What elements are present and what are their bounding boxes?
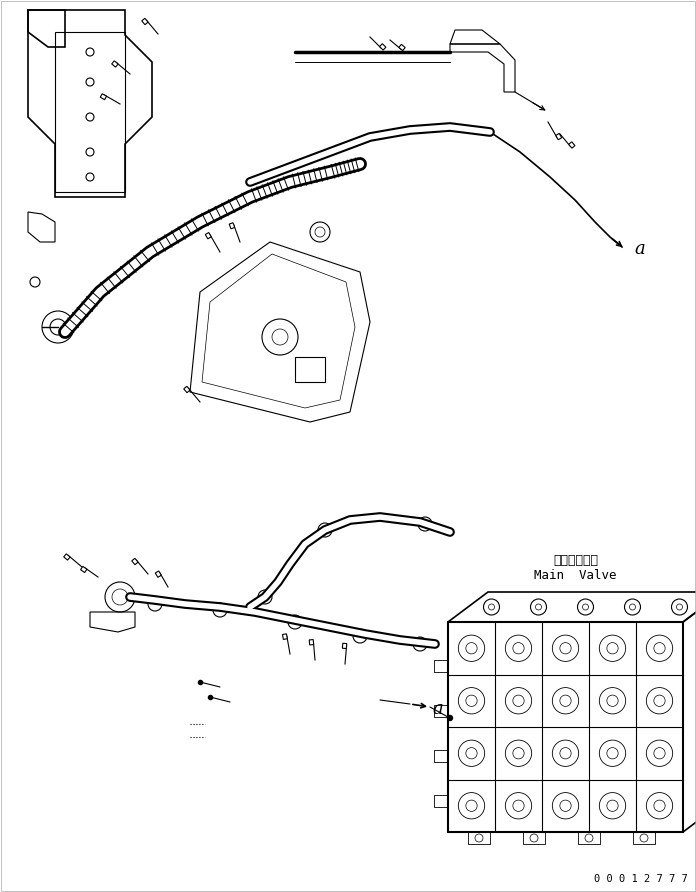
Polygon shape	[229, 223, 235, 229]
Bar	[434, 660, 448, 672]
Bar	[468, 832, 490, 844]
Bar	[434, 705, 448, 717]
Polygon shape	[81, 566, 87, 573]
Bar	[434, 750, 448, 762]
Polygon shape	[569, 142, 575, 148]
Polygon shape	[283, 634, 287, 640]
Polygon shape	[64, 554, 70, 560]
Polygon shape	[555, 134, 562, 140]
Polygon shape	[379, 44, 386, 50]
Polygon shape	[205, 233, 212, 239]
Text: a: a	[634, 240, 644, 258]
Bar	[448, 622, 683, 832]
Text: a: a	[432, 700, 443, 718]
Bar	[434, 795, 448, 807]
Polygon shape	[112, 61, 118, 67]
Polygon shape	[309, 640, 314, 645]
Text: Main  Valve: Main Valve	[535, 569, 617, 582]
Polygon shape	[100, 94, 106, 100]
Bar	[295, 357, 325, 382]
Polygon shape	[142, 19, 148, 25]
Circle shape	[448, 715, 452, 721]
Polygon shape	[132, 558, 138, 565]
Bar	[633, 832, 655, 844]
Polygon shape	[155, 571, 161, 577]
Circle shape	[30, 277, 40, 287]
Polygon shape	[342, 643, 347, 648]
Text: メインバルブ: メインバルブ	[553, 554, 598, 567]
Bar	[523, 832, 545, 844]
Text: 0 0 0 1 2 7 7 7: 0 0 0 1 2 7 7 7	[594, 874, 688, 884]
Polygon shape	[399, 45, 405, 51]
Bar	[578, 832, 600, 844]
Polygon shape	[184, 386, 190, 392]
